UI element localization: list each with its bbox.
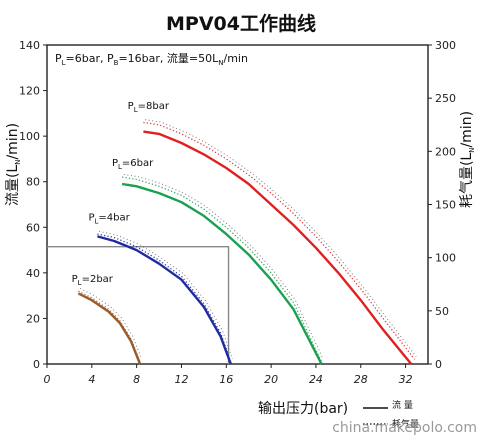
y-axis-left-label: 流量(LN/min) <box>5 123 22 206</box>
annotation-part: P <box>55 52 62 65</box>
x-tick-label: 12 <box>174 373 188 386</box>
series-label-sub: L <box>94 217 98 225</box>
y-right-tick-label: 200 <box>435 145 456 158</box>
series-label: PL=6bar <box>112 158 154 171</box>
series-label-sub: L <box>78 279 82 287</box>
series-label-tail: =4bar <box>98 212 130 223</box>
series-label-sub: L <box>118 163 122 171</box>
series-label-base: P <box>128 101 134 112</box>
annotation-part: /min <box>224 52 248 65</box>
chart-title: MPV04工作曲线 <box>166 12 316 35</box>
legend-dotted-label: 耗气量 <box>392 418 419 430</box>
series-label-sub: L <box>134 106 138 114</box>
x-axis-label: 输出压力(bar) <box>258 401 348 417</box>
air-consumption-line-0 <box>143 121 416 360</box>
series-label: PL=2bar <box>72 274 114 287</box>
y-axis-left-label-tail: /min) <box>5 123 21 160</box>
air-consumption-dots-2 <box>99 230 233 360</box>
y-left-tick-label: 60 <box>26 221 40 234</box>
plot-frame <box>46 44 429 365</box>
flow-line-2 <box>97 235 232 365</box>
example-guide-line <box>47 245 230 364</box>
flow-line-3 <box>77 292 142 365</box>
y-axis-left-label-base: 流量(L <box>5 165 21 206</box>
series-label-tail: =8bar <box>138 101 170 112</box>
y-axis-right-label: 耗气量(LN/min) <box>459 111 476 208</box>
x-tick-label: 8 <box>133 373 140 386</box>
x-tick-label: 20 <box>264 373 278 386</box>
annotation-sub: L <box>62 59 66 67</box>
y-axis-left-label-sub: N <box>14 160 22 165</box>
y-axis-right-label-sub: N <box>468 148 476 153</box>
air-consumption-dots-0 <box>145 119 417 357</box>
series-label: PL=4bar <box>88 212 130 225</box>
annotation-sub: N <box>218 59 223 67</box>
y-right-tick-label: 300 <box>435 39 456 52</box>
x-tick-label: 28 <box>354 373 368 386</box>
y-left-tick-label: 100 <box>19 130 40 143</box>
y-right-tick-label: 50 <box>435 305 449 318</box>
annotation-sub: B <box>114 59 119 67</box>
y-left-tick-label: 120 <box>19 85 40 98</box>
watermark: china.makepolo.com <box>332 420 477 436</box>
y-right-tick-label: 0 <box>435 358 442 371</box>
air-consumption-dots-3 <box>79 287 143 360</box>
y-right-tick-label: 100 <box>435 252 456 265</box>
series-label-tail: =6bar <box>122 158 154 169</box>
flow-line-0 <box>143 130 413 365</box>
y-left-tick-label: 40 <box>26 267 40 280</box>
y-left-tick-label: 80 <box>26 176 40 189</box>
air-consumption-line-1 <box>122 176 323 362</box>
air-consumption-dots-1 <box>123 173 324 360</box>
labels-group: PL=6bar, PB=16bar, 流量=50LN/minPL=8barPL=… <box>55 51 477 436</box>
y-left-tick-label: 140 <box>19 39 40 52</box>
series-label-base: P <box>72 274 78 285</box>
y-axis-right-label-tail: /min) <box>459 111 475 148</box>
y-right-tick-label: 150 <box>435 199 456 212</box>
y-axis-right-label-base: 耗气量(L <box>459 153 475 208</box>
y-right-tick-label: 250 <box>435 92 456 105</box>
series-label-tail: =2bar <box>82 274 114 285</box>
plot-area <box>46 44 429 365</box>
x-tick-label: 4 <box>88 373 95 386</box>
y-left-tick-label: 0 <box>33 358 40 371</box>
flow-line-1 <box>121 182 323 365</box>
y-left-tick-label: 20 <box>26 312 40 325</box>
annotation-part: =6bar, P <box>66 52 114 65</box>
x-tick-label: 24 <box>309 373 323 386</box>
series-label-base: P <box>112 158 118 169</box>
series-label-base: P <box>88 212 94 223</box>
x-tick-label: 0 <box>44 373 51 386</box>
annotation-text: PL=6bar, PB=16bar, 流量=50LN/min <box>55 51 248 67</box>
air-consumption-line-3 <box>78 290 141 362</box>
series-group <box>77 119 417 365</box>
x-tick-label: 16 <box>219 373 233 386</box>
series-label: PL=8bar <box>128 101 170 114</box>
axes: 0 4 8 12 16 20 24 28 32 0 20 40 60 80 100 120 140 0 50 100 1… <box>5 39 476 430</box>
annotation-part: =16bar, 流量=50L <box>118 51 219 65</box>
air-consumption-line-2 <box>97 233 232 362</box>
legend-solid-label: 流 量 <box>392 399 413 411</box>
x-tick-label: 32 <box>399 373 413 386</box>
